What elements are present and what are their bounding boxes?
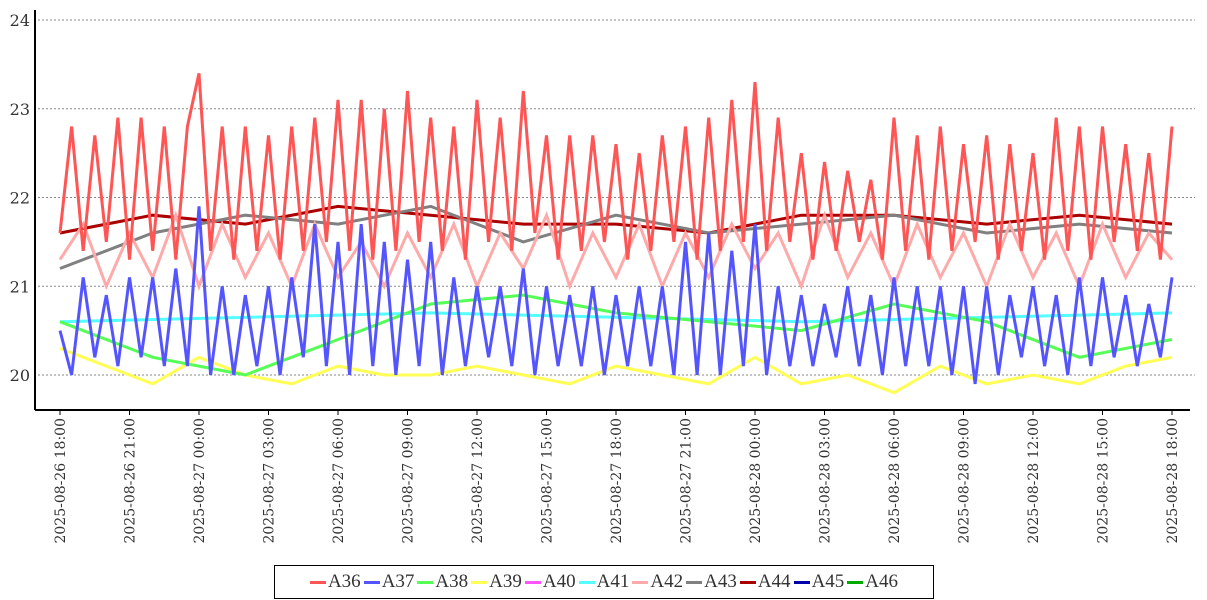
x-tick-label: 2025-08-27 21:00 <box>679 418 695 544</box>
x-tick-label: 2025-08-27 09:00 <box>401 418 417 544</box>
legend-item-a40[interactable]: A40 <box>524 571 576 593</box>
series-line-a43 <box>59 204 1173 270</box>
line-chart: 20 21 22 23 24 2025-08-26 18:00 2025-08-26 21… <box>10 10 1195 544</box>
y-tick-label: 23 <box>10 100 30 119</box>
chart-legend: A36 A37 A38 A39 A40 A41 A42 A43 A44 A45 A46 <box>274 565 934 599</box>
legend-swatch <box>471 580 488 584</box>
x-tick-label: 2025-08-26 18:00 <box>53 418 69 544</box>
series-line-a41 <box>59 311 1173 324</box>
legend-swatch <box>686 580 703 584</box>
legend-item-a42[interactable]: A42 <box>632 571 683 593</box>
legend-item-a46[interactable]: A46 <box>847 571 898 593</box>
legend-label: A43 <box>704 571 737 592</box>
series-line-a42 <box>58 210 1174 291</box>
y-tick-label: 21 <box>10 277 30 296</box>
series-line-a44 <box>59 204 1173 235</box>
x-tick-label: 2025-08-26 21:00 <box>123 418 139 544</box>
legend-item-a38[interactable]: A38 <box>417 571 468 593</box>
legend-swatch <box>847 580 864 584</box>
legend-item-a39[interactable]: A39 <box>471 571 522 593</box>
legend-swatch <box>363 580 380 584</box>
legend-label: A38 <box>435 571 469 592</box>
legend-swatch <box>524 580 541 584</box>
legend-item-a45[interactable]: A45 <box>793 571 845 593</box>
legend-label: A36 <box>327 571 361 592</box>
legend-swatch <box>309 580 326 584</box>
x-tick-label: 2025-08-27 00:00 <box>192 418 208 544</box>
legend-item-a41[interactable]: A41 <box>578 571 630 593</box>
x-axis-tick-labels: 2025-08-26 18:00 2025-08-26 21:00 2025-08-… <box>53 410 1181 544</box>
legend-swatch <box>739 580 756 584</box>
legend-label: A42 <box>650 571 684 592</box>
series-line-a36 <box>58 72 1174 260</box>
x-tick-label: 2025-08-28 06:00 <box>887 418 903 544</box>
y-axis-tick-labels: 20 21 22 23 24 <box>10 11 30 385</box>
legend-label: A39 <box>489 571 522 592</box>
legend-label: A44 <box>757 571 791 592</box>
legend-label: A40 <box>542 571 576 592</box>
grid-lines <box>38 19 1195 376</box>
y-tick-label: 20 <box>10 366 30 385</box>
legend-item-a36[interactable]: A36 <box>309 571 361 593</box>
legend-item-a37[interactable]: A37 <box>363 571 415 593</box>
legend-label: A45 <box>811 571 845 592</box>
x-tick-label: 2025-08-27 06:00 <box>331 418 347 544</box>
x-tick-label: 2025-08-27 15:00 <box>540 418 556 544</box>
x-tick-label: 2025-08-28 12:00 <box>1026 418 1042 544</box>
series-line-a38 <box>59 293 1173 377</box>
legend-label: A46 <box>865 571 899 592</box>
series-line-a37 <box>58 206 1174 385</box>
legend-swatch <box>793 580 810 584</box>
x-tick-label: 2025-08-28 18:00 <box>1165 418 1181 544</box>
y-tick-label: 24 <box>10 11 30 30</box>
legend-swatch <box>578 580 595 584</box>
legend-label: A37 <box>381 571 415 592</box>
legend-item-a43[interactable]: A43 <box>686 571 737 593</box>
x-tick-label: 2025-08-27 12:00 <box>470 418 486 544</box>
y-tick-label: 22 <box>10 189 30 208</box>
x-tick-label: 2025-08-27 03:00 <box>262 418 278 544</box>
legend-swatch <box>417 580 434 584</box>
legend-item-a44[interactable]: A44 <box>739 571 791 593</box>
legend-label: A41 <box>596 571 630 592</box>
x-tick-label: 2025-08-28 03:00 <box>818 418 834 544</box>
x-tick-label: 2025-08-28 09:00 <box>957 418 973 544</box>
series-lines <box>58 72 1174 395</box>
x-tick-label: 2025-08-27 18:00 <box>609 418 625 544</box>
legend-swatch <box>632 580 649 584</box>
x-tick-label: 2025-08-28 00:00 <box>748 418 764 544</box>
x-tick-label: 2025-08-28 15:00 <box>1096 418 1112 544</box>
